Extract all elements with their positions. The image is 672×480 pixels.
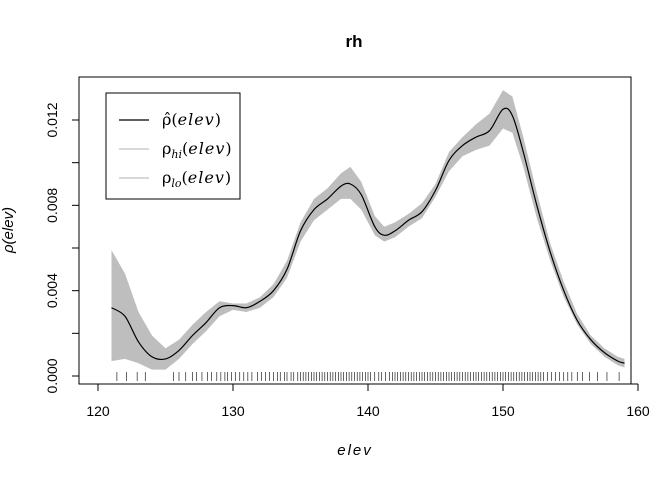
legend-label: ρhi(elev) [162, 139, 232, 161]
y-tick-label: 0.004 [44, 273, 60, 308]
x-axis-label: elev [337, 442, 373, 459]
x-tick-label: 160 [626, 403, 650, 419]
x-axis: 120 130 140 150 160 [86, 383, 650, 419]
y-tick-label: 0.012 [44, 102, 60, 137]
y-tick-label: 0.008 [44, 188, 60, 223]
legend-entry: ρhi(elev) [119, 139, 232, 161]
legend-box [105, 92, 241, 200]
legend-entry: ρ̂(elev) [119, 110, 221, 129]
legend-label: ρ̂(elev) [162, 110, 221, 129]
estimate-line [111, 107, 625, 364]
x-tick-label: 120 [86, 403, 110, 419]
x-tick-label: 130 [221, 403, 245, 419]
legend-label: ρlo(elev) [162, 168, 231, 190]
rug-marks [116, 372, 620, 381]
legend: ρ̂(elev) ρhi(elev) ρlo(elev) [105, 92, 241, 200]
chart-title: rh [346, 32, 363, 51]
legend-entry: ρlo(elev) [119, 168, 231, 190]
y-axis-label: ρ(elev) [0, 207, 17, 254]
x-tick-label: 140 [356, 403, 380, 419]
y-tick-label: 0.000 [44, 358, 60, 393]
y-axis: 0.000 0.004 0.008 0.012 [44, 102, 80, 394]
x-tick-label: 150 [491, 403, 515, 419]
estimate-line-group [111, 107, 625, 364]
